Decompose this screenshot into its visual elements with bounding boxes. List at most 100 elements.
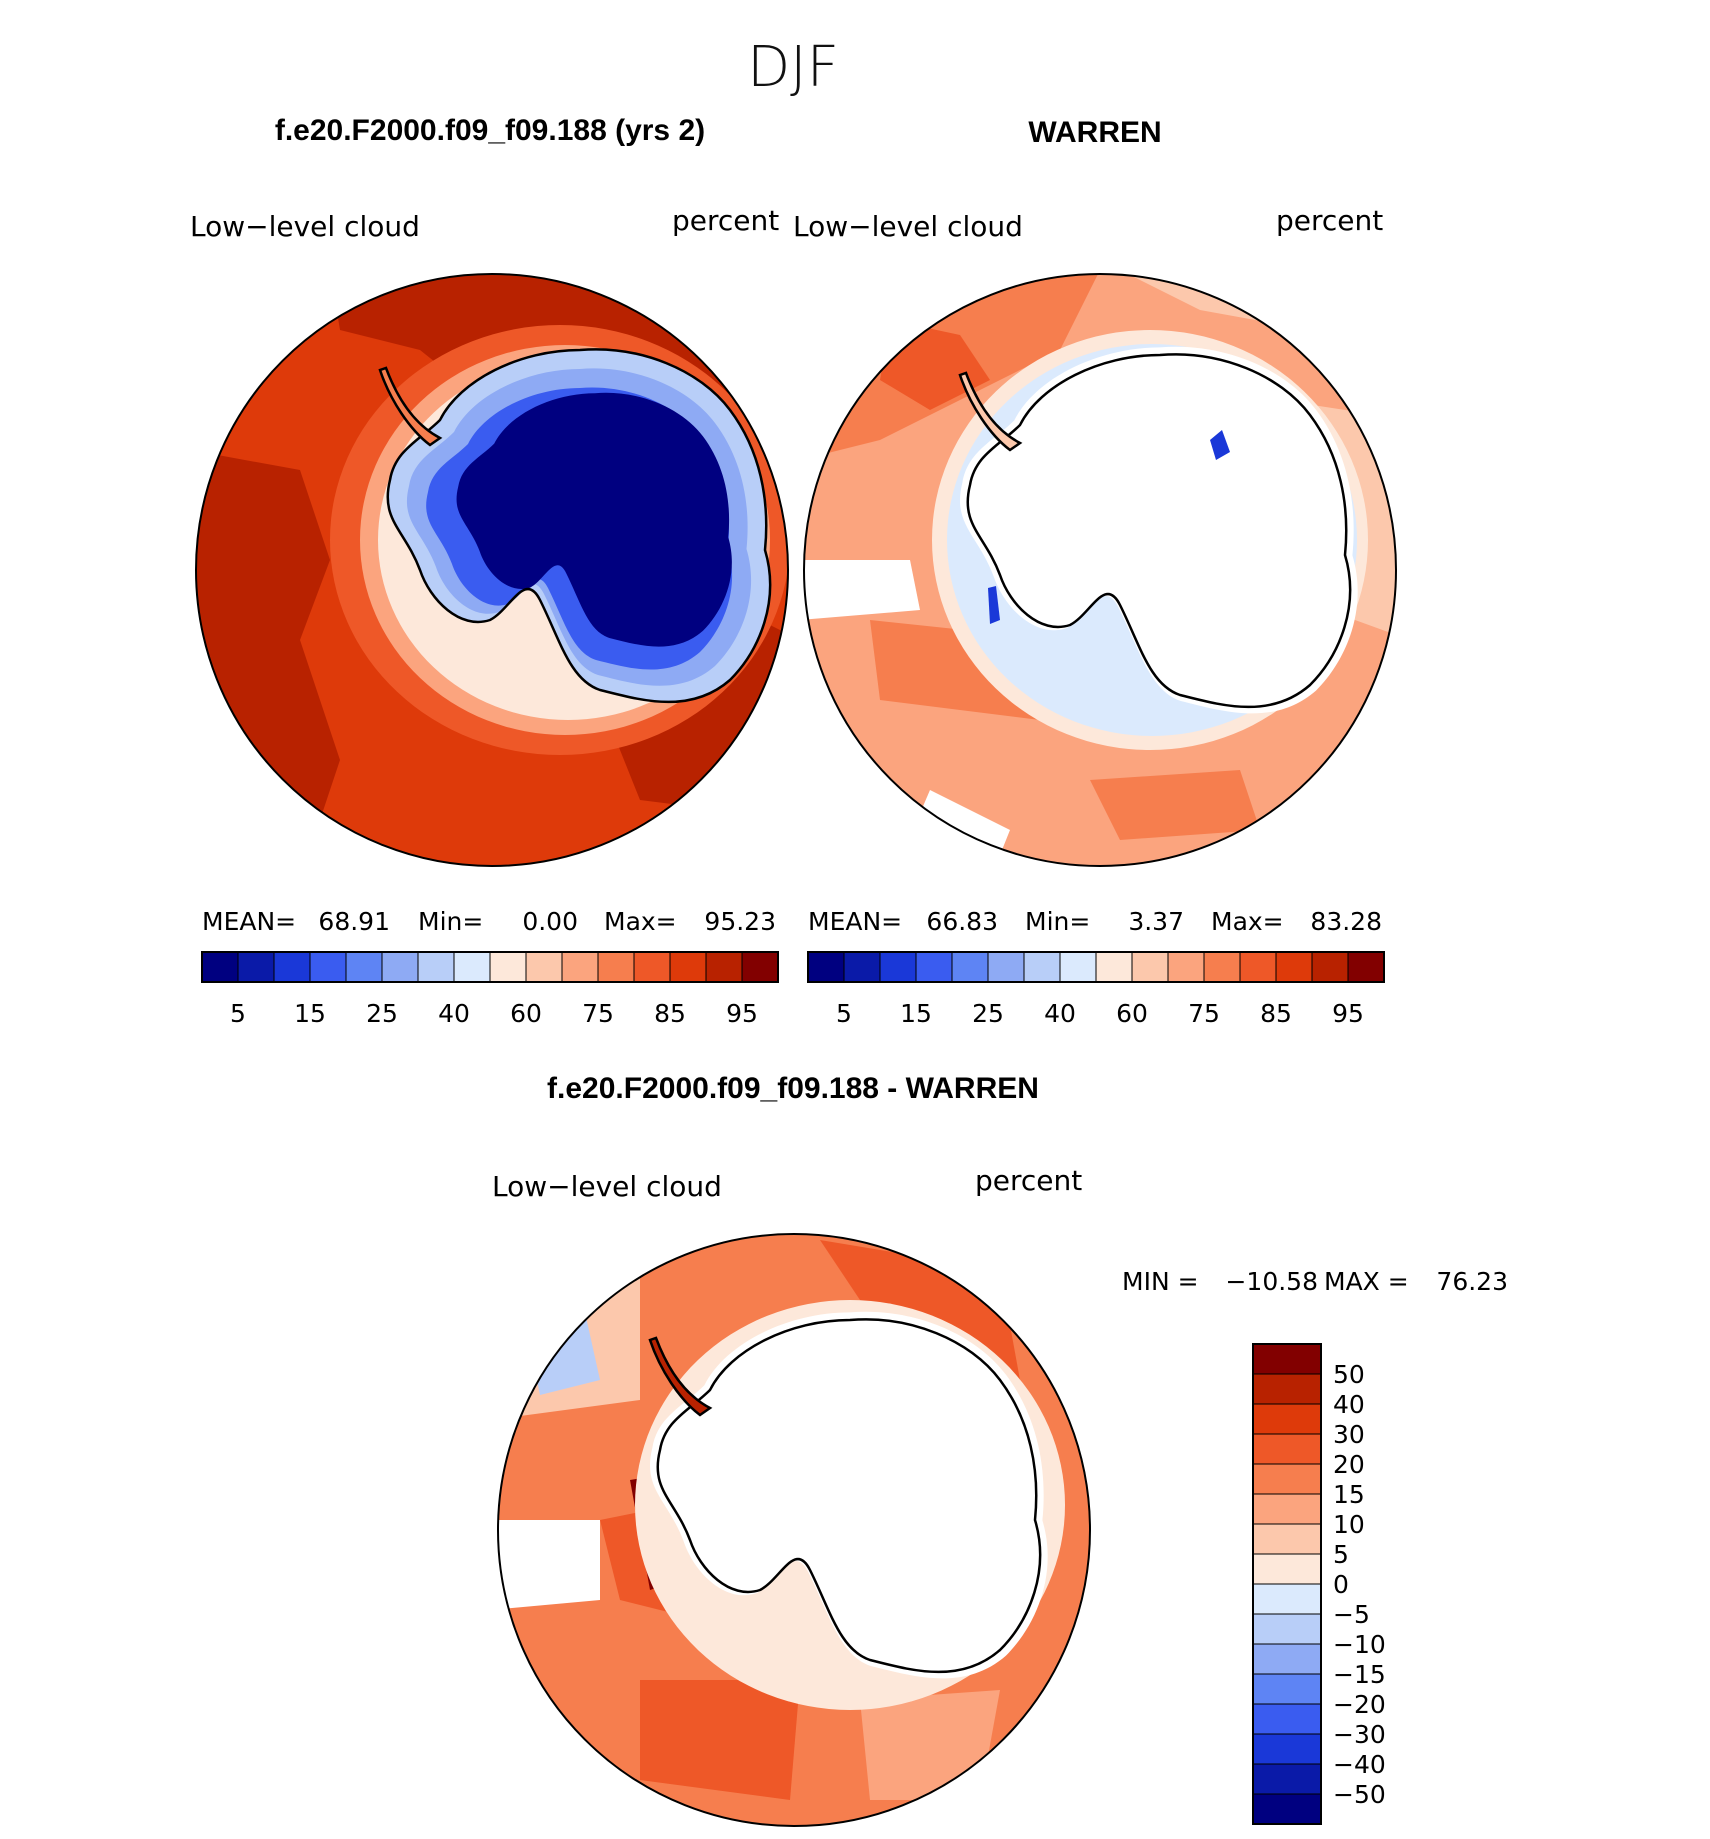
stat-min-value: 3.37 [1128, 907, 1184, 936]
stat-mean-value: 66.83 [926, 907, 998, 936]
colorbar-box [669, 951, 707, 983]
panel-obs-title: WARREN [1028, 116, 1161, 149]
colorbar-box [1252, 1583, 1322, 1615]
stat-mean-label: MEAN= [202, 907, 296, 936]
colorbar-box [381, 951, 419, 983]
colorbar-box [345, 951, 383, 983]
stat-min-value: −10.58 [1225, 1267, 1318, 1296]
colorbar-tick-label: 60 [1116, 999, 1148, 1028]
colorbar-tick-label: 85 [654, 999, 686, 1028]
colorbar-box [309, 951, 347, 983]
stat-max-value: 76.23 [1436, 1267, 1508, 1296]
colorbar-tick-label: −30 [1333, 1720, 1386, 1749]
colorbar-box [879, 951, 917, 983]
colorbar-box [1023, 951, 1061, 983]
panel-model-title: f.e20.F2000.f09_f09.188 (yrs 2) [275, 114, 705, 147]
figure-title: DJF [747, 35, 839, 100]
stat-mean-value: 68.91 [318, 907, 390, 936]
panel-model-left-label: Low−level cloud [190, 210, 420, 243]
colorbar-tick-label: 5 [230, 999, 246, 1028]
colorbar-tick-label: 75 [582, 999, 614, 1028]
map-fill-south [1090, 770, 1260, 840]
colorbar-tick-label: 85 [1260, 999, 1292, 1028]
panel-model-right-label: percent [672, 204, 779, 237]
colorbar-box [987, 951, 1025, 983]
colorbar-tick-label: 75 [1188, 999, 1220, 1028]
colorbar-box [453, 951, 491, 983]
colorbar-tick-label: 50 [1333, 1360, 1365, 1389]
map-border [497, 1233, 1091, 1827]
colorbar-box [1252, 1793, 1322, 1825]
panel-diff-stats: MIN = −10.58 MAX = 76.23 [1122, 1267, 1508, 1296]
colorbar-box [1252, 1763, 1322, 1795]
colorbar-box [525, 951, 563, 983]
colorbar-tick-label: 15 [294, 999, 326, 1028]
colorbar-box [843, 951, 881, 983]
map-border [195, 273, 789, 867]
map-border [803, 273, 1397, 867]
colorbar-box [1252, 1613, 1322, 1645]
map-low-patch [988, 586, 1000, 624]
colorbar-box [1252, 1493, 1322, 1525]
colorbar-box [489, 951, 527, 983]
stat-mean-label: MEAN= [808, 907, 902, 936]
colorbar-box [1167, 951, 1205, 983]
colorbar-tick-label: −15 [1333, 1660, 1386, 1689]
colorbar-tick-label: 0 [1333, 1570, 1349, 1599]
colorbar-box [1347, 951, 1385, 983]
stat-min-label: Min= [1025, 907, 1090, 936]
panel-obs: WARREN Low−level cloud percent M [793, 116, 1397, 1028]
panel-model-stats: MEAN= 68.91 Min= 0.00 Max= 95.23 [202, 907, 776, 936]
colorbar-tick-label: 25 [366, 999, 398, 1028]
colorbar-box [1311, 951, 1349, 983]
colorbar-box [1252, 1553, 1322, 1585]
colorbar-tick-label: −40 [1333, 1750, 1386, 1779]
colorbar-box [1203, 951, 1241, 983]
panel-diff-right-label: percent [975, 1164, 1082, 1197]
panel-obs-colorbar: 5 15 25 40 60 75 85 95 [807, 951, 1385, 1028]
colorbar-tick-label: 40 [1044, 999, 1076, 1028]
colorbar-box [1252, 1463, 1322, 1495]
colorbar-tick-label: 60 [510, 999, 542, 1028]
colorbar-box [807, 951, 845, 983]
colorbar-tick-label: 95 [726, 999, 758, 1028]
stat-min-label: MIN = [1122, 1267, 1199, 1296]
map-low-patch [1210, 430, 1230, 460]
colorbar-tick-label: 5 [836, 999, 852, 1028]
map-missing-west [498, 1520, 600, 1610]
map-fill-negative [520, 1290, 600, 1395]
colorbar-box [1252, 1733, 1322, 1765]
colorbar-tick-label: −50 [1333, 1780, 1386, 1809]
panel-diff-map [498, 1234, 1090, 1826]
colorbar-tick-label: 15 [900, 999, 932, 1028]
colorbar-box [1095, 951, 1133, 983]
panel-diff-title: f.e20.F2000.f09_f09.188 - WARREN [547, 1072, 1039, 1105]
colorbar-box [1275, 951, 1313, 983]
colorbar-box [1252, 1343, 1322, 1375]
panel-obs-right-label: percent [1276, 204, 1383, 237]
stat-max-value: 95.23 [704, 907, 776, 936]
map-fill-west-light [498, 1234, 640, 1420]
colorbar-box [1131, 951, 1169, 983]
colorbar-frame [201, 951, 779, 983]
colorbar-box [417, 951, 455, 983]
colorbar-box [705, 951, 743, 983]
panel-obs-left-label: Low−level cloud [793, 210, 1023, 243]
stat-min-label: Min= [418, 907, 483, 936]
colorbar-box [237, 951, 275, 983]
colorbar-tick-label: 20 [1333, 1450, 1365, 1479]
colorbar-box [1252, 1403, 1322, 1435]
colorbar-tick-label: 25 [972, 999, 1004, 1028]
stat-max-value: 83.28 [1310, 907, 1382, 936]
colorbar-frame [807, 951, 1385, 983]
colorbar-box [1252, 1433, 1322, 1465]
colorbar-box [633, 951, 671, 983]
colorbar-box [1059, 951, 1097, 983]
colorbar-box [1252, 1643, 1322, 1675]
colorbar-box [1252, 1523, 1322, 1555]
stat-min-value: 0.00 [522, 907, 578, 936]
colorbar-tick-label: 40 [438, 999, 470, 1028]
colorbar-box [951, 951, 989, 983]
